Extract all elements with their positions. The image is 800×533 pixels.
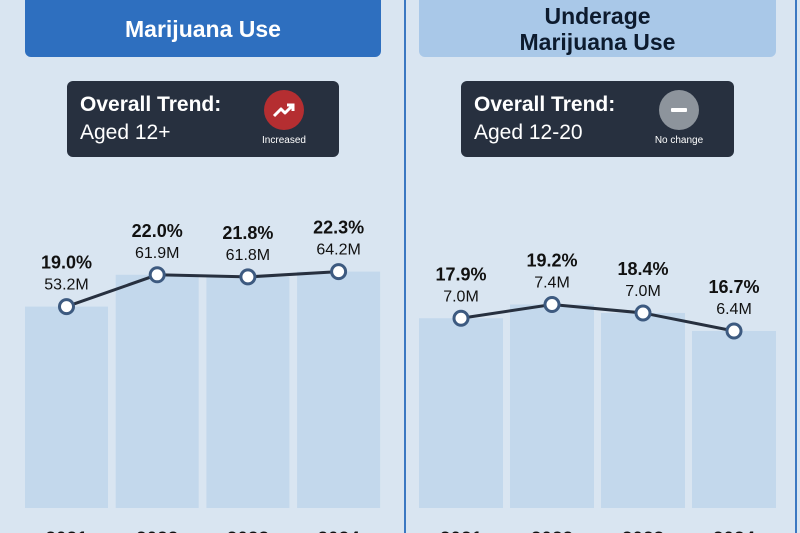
trend-label: Overall Trend: bbox=[80, 93, 222, 116]
count-label: 64.2M bbox=[316, 242, 360, 259]
trend-status: No change bbox=[654, 135, 704, 146]
data-point bbox=[634, 304, 652, 322]
data-point bbox=[452, 309, 470, 327]
bar bbox=[419, 318, 503, 508]
title-text: Underage Marijuana Use bbox=[519, 2, 676, 55]
count-label: 7.4M bbox=[534, 274, 570, 291]
trend-box-aged-12-20: Overall Trend: Aged 12-20 No change bbox=[461, 81, 734, 157]
value-label: 17.9% bbox=[435, 264, 486, 284]
year-label: 2024 bbox=[713, 529, 756, 533]
data-point bbox=[543, 295, 561, 313]
count-label: 53.2M bbox=[44, 277, 88, 294]
year-label: 2021 bbox=[45, 529, 88, 533]
year-label: 2024 bbox=[317, 529, 360, 533]
trend-line bbox=[66, 270, 339, 309]
data-point bbox=[725, 322, 743, 340]
panel-title-marijuana-use: Marijuana Use bbox=[25, 0, 381, 57]
year-label: 2023 bbox=[227, 529, 269, 533]
value-label: 18.4% bbox=[617, 259, 668, 279]
bar bbox=[115, 274, 199, 508]
data-point bbox=[239, 268, 257, 286]
year-label: 2022 bbox=[531, 529, 573, 533]
year-label: 2022 bbox=[136, 529, 178, 533]
bar bbox=[297, 271, 381, 508]
trending-up-icon bbox=[264, 90, 304, 130]
trend-line bbox=[460, 302, 735, 333]
age-group: Aged 12-20 bbox=[474, 121, 583, 144]
data-point bbox=[330, 263, 348, 281]
bar bbox=[206, 276, 290, 508]
bar bbox=[601, 312, 685, 508]
count-label: 7.0M bbox=[625, 283, 661, 300]
value-label: 16.7% bbox=[708, 277, 759, 297]
year-label: 2021 bbox=[440, 529, 483, 533]
count-label: 61.8M bbox=[226, 247, 270, 264]
panel-border bbox=[795, 0, 797, 533]
data-point bbox=[148, 266, 166, 284]
value-label: 19.0% bbox=[41, 253, 92, 273]
minus-icon bbox=[659, 90, 699, 130]
trend-label: Overall Trend: bbox=[474, 93, 616, 116]
age-group: Aged 12+ bbox=[80, 121, 171, 144]
value-label: 22.3% bbox=[313, 218, 364, 238]
trend-box-aged-12-plus: Overall Trend: Aged 12+ Increased bbox=[67, 81, 339, 157]
bar bbox=[25, 306, 108, 508]
count-label: 7.0M bbox=[443, 288, 479, 305]
value-label: 19.2% bbox=[526, 250, 577, 270]
bar bbox=[510, 304, 594, 508]
trend-status: Increased bbox=[262, 135, 306, 146]
data-point bbox=[58, 298, 75, 316]
value-label: 22.0% bbox=[132, 221, 183, 241]
panel-divider bbox=[404, 0, 406, 533]
value-label: 21.8% bbox=[222, 223, 273, 243]
count-label: 61.9M bbox=[135, 245, 179, 262]
bar bbox=[692, 330, 776, 508]
year-label: 2023 bbox=[622, 529, 664, 533]
count-label: 6.4M bbox=[716, 301, 752, 318]
panel-title-underage-marijuana-use: Underage Marijuana Use bbox=[419, 0, 776, 57]
